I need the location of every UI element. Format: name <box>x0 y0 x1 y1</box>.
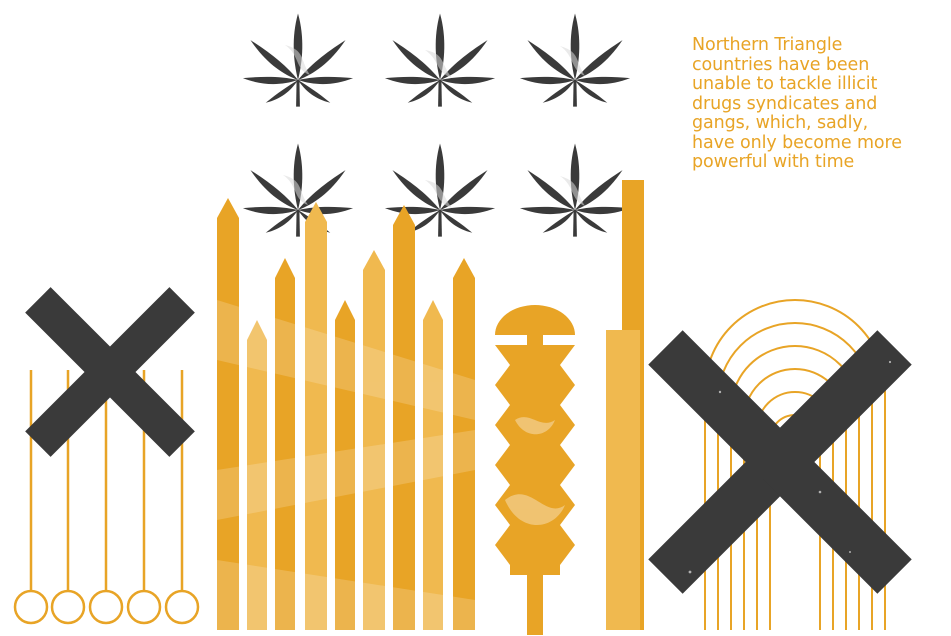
cannabis-leaves <box>242 13 631 237</box>
x-mark-icon <box>648 320 912 594</box>
caption-line: gangs, which, sadly, <box>692 113 869 133</box>
post <box>606 180 644 630</box>
caption-line: drugs syndicates and <box>692 93 878 114</box>
caption-line: unable to tackle illicit <box>692 74 878 94</box>
fence-icon <box>217 198 475 630</box>
caption-line: countries have been <box>692 54 870 75</box>
pendulum-icon <box>88 589 124 625</box>
pendulum-icon <box>50 589 86 625</box>
caption-line: powerful with time <box>692 152 855 172</box>
x-mark-icon <box>25 287 195 457</box>
caption-line: Northern Triangle <box>692 35 843 55</box>
caption-line: have only become more <box>692 132 902 153</box>
comb-icon <box>495 305 575 635</box>
caption: Northern Triangle countries have been un… <box>692 35 947 173</box>
pendulum-icon <box>164 589 200 625</box>
pendulum-icon <box>126 589 162 625</box>
pendulum-icon <box>13 589 49 625</box>
